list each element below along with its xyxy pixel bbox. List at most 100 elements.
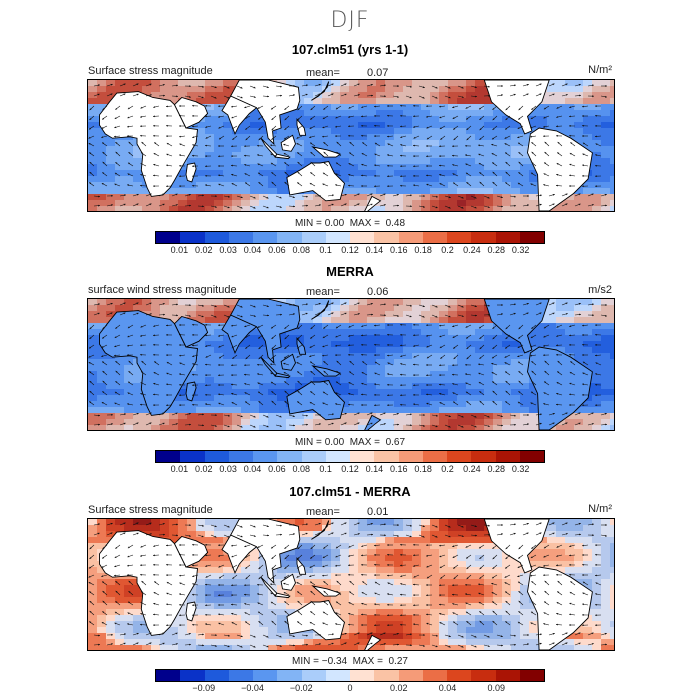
colorbar-swatch xyxy=(325,451,350,462)
land-outline xyxy=(527,566,593,650)
colorbar-swatch xyxy=(519,670,544,681)
colorbar-tick-label: 0.24 xyxy=(463,245,481,255)
colorbar-swatch xyxy=(228,232,253,243)
colorbar-tick-label: 0.09 xyxy=(487,683,506,693)
panel-2-mean-label: mean= xyxy=(306,286,340,298)
colorbar-swatch xyxy=(301,451,326,462)
panel-2-title: MERRA xyxy=(326,264,374,279)
land-outline xyxy=(364,195,382,211)
land-outline xyxy=(483,299,550,354)
colorbar-tick-label: 0.2 xyxy=(441,245,454,255)
panel-2-colorbar-ticks: 0.01 0.02 0.03 0.04 0.06 0.08 0.1 0.12 0.14 0.16 0… xyxy=(155,464,545,476)
colorbar-tick-label: 0.1 xyxy=(319,245,332,255)
colorbar-tick-label: 0.18 xyxy=(414,245,432,255)
land-outline xyxy=(296,557,307,575)
colorbar-swatch xyxy=(204,451,229,462)
colorbar-swatch xyxy=(180,670,205,681)
land-outline xyxy=(99,310,198,416)
panel-2-mean-value: 0.06 xyxy=(367,286,389,298)
land-outline xyxy=(185,601,197,622)
colorbar-tick-label: 0 xyxy=(347,683,353,693)
land-outline xyxy=(483,80,550,135)
land-outline xyxy=(527,127,593,211)
colorbar-swatch xyxy=(495,232,520,243)
land-outline xyxy=(230,299,301,365)
colorbar-tick-label: 0.04 xyxy=(243,245,262,255)
panel-1-variable-label: Surface stress magnitude xyxy=(88,65,213,77)
panel-3-colorbar-ticks: −0.09 −0.04 −0.02 0 0.02 0.04 0.09 xyxy=(155,683,545,695)
colorbar-swatch xyxy=(422,451,447,462)
colorbar-swatch xyxy=(253,232,278,243)
colorbar-swatch xyxy=(156,232,181,243)
colorbar-swatch xyxy=(422,670,447,681)
colorbar-tick-label: 0.04 xyxy=(438,683,457,693)
panel-3-unit: N/m² xyxy=(588,503,612,515)
stress-vectors xyxy=(88,302,608,428)
colorbar-tick-label: 0.08 xyxy=(292,464,311,474)
colorbar-swatch xyxy=(277,451,302,462)
season-title: DJF xyxy=(330,8,370,33)
land-outline xyxy=(286,599,346,641)
colorbar-tick-label: 0.32 xyxy=(511,464,530,474)
land-outline xyxy=(230,519,301,585)
colorbar-swatch xyxy=(277,232,302,243)
panel-2-colorbar xyxy=(155,450,545,463)
colorbar-swatch xyxy=(398,232,423,243)
colorbar-swatch xyxy=(519,451,544,462)
colorbar-tick-label: 0.1 xyxy=(319,464,332,474)
colorbar-tick-label: 0.01 xyxy=(170,245,189,255)
colorbar-tick-label: 0.18 xyxy=(414,464,432,474)
colorbar-swatch xyxy=(519,232,544,243)
land-outline xyxy=(99,530,198,636)
colorbar-swatch xyxy=(374,232,399,243)
colorbar-tick-label: −0.09 xyxy=(192,683,216,693)
panel-1-minmax: MIN = 0.00 MAX = 0.48 xyxy=(294,218,406,229)
colorbar-tick-label: −0.02 xyxy=(289,683,313,693)
colorbar-swatch xyxy=(447,670,472,681)
land-outline xyxy=(286,160,346,202)
colorbar-tick-label: −0.04 xyxy=(241,683,264,693)
colorbar-tick-label: 0.24 xyxy=(463,464,481,474)
colorbar-swatch xyxy=(277,670,302,681)
colorbar-tick-label: 0.12 xyxy=(341,245,359,255)
colorbar-swatch xyxy=(398,670,423,681)
panel-1-unit: N/m² xyxy=(588,64,612,76)
stress-vectors xyxy=(88,522,608,648)
colorbar-tick-label: 0.28 xyxy=(487,245,506,255)
panel-3-minmax: MIN = −0.34 MAX = 0.27 xyxy=(292,656,408,667)
colorbar-tick-label: 0.04 xyxy=(243,464,262,474)
colorbar-swatch xyxy=(447,232,472,243)
colorbar-tick-label: 0.14 xyxy=(365,245,384,255)
land-outline xyxy=(527,346,593,430)
land-outline xyxy=(280,353,296,371)
colorbar-tick-label: 0.16 xyxy=(389,245,408,255)
colorbar-tick-label: 0.02 xyxy=(389,683,408,693)
panel-2-minmax: MIN = 0.00 MAX = 0.67 xyxy=(294,437,406,448)
colorbar-swatch xyxy=(471,451,496,462)
colorbar-swatch xyxy=(228,670,253,681)
colorbar-tick-label: 0.16 xyxy=(389,464,408,474)
colorbar-tick-label: 0.32 xyxy=(511,245,530,255)
land-outline xyxy=(311,365,342,377)
land-outline xyxy=(296,118,307,136)
colorbar-swatch xyxy=(253,670,278,681)
land-outline xyxy=(173,535,209,568)
panel-1-map xyxy=(87,79,615,212)
colorbar-swatch xyxy=(422,232,447,243)
shaded-field xyxy=(88,519,614,650)
colorbar-swatch xyxy=(350,670,375,681)
land-outline xyxy=(280,134,296,152)
colorbar-tick-label: 0.03 xyxy=(219,245,237,255)
colorbar-swatch xyxy=(471,670,496,681)
land-outline xyxy=(286,379,346,421)
land-outline xyxy=(230,80,301,146)
colorbar-tick-label: 0.08 xyxy=(292,245,311,255)
land-outline xyxy=(311,585,342,597)
panel-1-colorbar xyxy=(155,231,545,244)
colorbar-tick-label: 0.12 xyxy=(341,464,359,474)
panel-3-map xyxy=(87,518,615,651)
land-outline xyxy=(99,91,198,197)
colorbar-swatch xyxy=(471,232,496,243)
land-outline xyxy=(280,573,296,591)
colorbar-swatch xyxy=(398,451,423,462)
